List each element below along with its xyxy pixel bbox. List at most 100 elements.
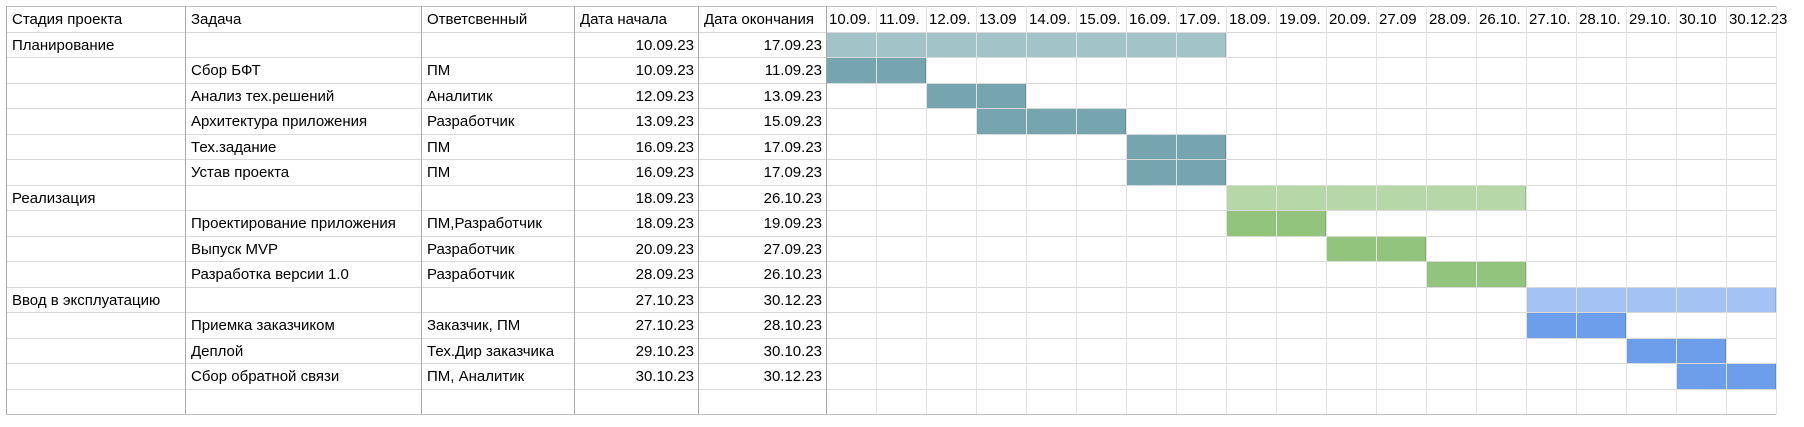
task-cell[interactable]: Разработка версии 1.0: [191, 266, 349, 283]
task-cell[interactable]: Выпуск MVP: [191, 240, 278, 258]
stage-cell[interactable]: [8, 211, 185, 236]
owner-cell[interactable]: Аналитик: [427, 87, 493, 105]
start-date-cell[interactable]: 18.09.23: [635, 215, 694, 232]
start-date-cell[interactable]: 13.09.23: [635, 113, 694, 130]
end-date-cell[interactable]: 17.09.23: [763, 164, 822, 181]
end-date-cell[interactable]: 17.09.23: [763, 36, 822, 54]
stage-cell[interactable]: [8, 313, 185, 338]
header-date[interactable]: 27.10.: [1529, 11, 1571, 28]
header-date[interactable]: 29.10.: [1629, 11, 1671, 28]
task-cell[interactable]: [187, 288, 421, 313]
start-date-cell[interactable]: 29.10.23: [635, 342, 694, 360]
task-cell[interactable]: Архитектура приложения: [191, 113, 368, 130]
header-date[interactable]: 28.09.: [1429, 11, 1471, 28]
task-cell[interactable]: Сбор БФТ: [191, 62, 261, 79]
owner-cell[interactable]: Разработчик: [427, 266, 515, 283]
header-date[interactable]: 15.09.: [1079, 11, 1121, 28]
owner-cell[interactable]: ПМ, Аналитик: [427, 368, 525, 385]
header-date[interactable]: 19.09.: [1279, 11, 1321, 28]
stage-cell[interactable]: [8, 84, 185, 109]
end-date-cell[interactable]: 17.09.23: [763, 138, 822, 156]
end-date-cell[interactable]: 13.09.23: [763, 87, 822, 105]
grid-row-line: [6, 6, 1776, 7]
task-cell[interactable]: Тех.задание: [191, 138, 277, 156]
header-date[interactable]: 12.09.: [929, 11, 971, 28]
stage-cell[interactable]: [8, 364, 185, 389]
start-date-cell[interactable]: 27.10.23: [635, 291, 694, 309]
stage-cell[interactable]: [8, 109, 185, 134]
header-date[interactable]: 30.12.23: [1729, 11, 1788, 28]
owner-cell[interactable]: ПМ,Разработчик: [427, 215, 542, 232]
end-date-cell[interactable]: 28.10.23: [763, 317, 822, 334]
end-date-cell[interactable]: 27.09.23: [763, 240, 822, 258]
owner-cell[interactable]: [423, 390, 574, 415]
header-date[interactable]: 30.10: [1679, 11, 1717, 28]
task-cell[interactable]: [187, 186, 421, 211]
end-date-cell[interactable]: 30.10.23: [763, 342, 822, 360]
stage-cell[interactable]: [8, 135, 185, 160]
header-date[interactable]: 18.09.: [1229, 11, 1271, 28]
header-date[interactable]: 11.09.: [879, 11, 920, 28]
end-date-cell[interactable]: 26.10.23: [763, 189, 822, 207]
start-date-cell[interactable]: 12.09.23: [635, 87, 694, 105]
start-date-cell[interactable]: 20.09.23: [635, 240, 694, 258]
start-date-cell[interactable]: 28.09.23: [635, 266, 694, 283]
header-date[interactable]: 10.09.: [829, 11, 871, 28]
stage-cell[interactable]: [8, 160, 185, 185]
end-date-cell[interactable]: [698, 390, 826, 415]
start-date-cell[interactable]: 30.10.23: [635, 368, 694, 385]
end-date-cell[interactable]: 30.12.23: [763, 368, 822, 385]
task-cell[interactable]: [187, 33, 421, 58]
start-date-cell[interactable]: 16.09.23: [635, 138, 694, 156]
start-date-cell[interactable]: 18.09.23: [635, 189, 694, 207]
stage-cell[interactable]: Реализация: [12, 189, 96, 207]
task-cell[interactable]: [187, 390, 421, 415]
header-date[interactable]: 28.10.: [1579, 11, 1621, 28]
stage-cell[interactable]: Ввод в эксплуатацию: [12, 291, 161, 309]
owner-cell[interactable]: ПМ: [427, 164, 451, 181]
header-date[interactable]: 26.10.: [1479, 11, 1521, 28]
header-owner[interactable]: Ответсвенный: [427, 11, 528, 28]
owner-cell[interactable]: [423, 186, 574, 211]
task-cell[interactable]: Деплой: [191, 342, 244, 360]
owner-cell[interactable]: ПМ: [427, 62, 451, 79]
stage-cell[interactable]: [8, 339, 185, 364]
header-date[interactable]: 27.09: [1379, 11, 1417, 28]
owner-cell[interactable]: [423, 33, 574, 58]
owner-cell[interactable]: Разработчик: [427, 240, 515, 258]
stage-cell[interactable]: [8, 58, 185, 83]
header-task[interactable]: Задача: [191, 11, 242, 28]
owner-cell[interactable]: ПМ: [427, 138, 451, 156]
start-date-cell[interactable]: [574, 390, 698, 415]
end-date-cell[interactable]: 26.10.23: [763, 266, 822, 283]
header-end-date[interactable]: Дата окончания: [704, 11, 815, 28]
owner-cell[interactable]: [423, 288, 574, 313]
task-cell[interactable]: Проектирование приложения: [191, 215, 396, 232]
header-stage[interactable]: Стадия проекта: [12, 11, 123, 28]
end-date-cell[interactable]: 15.09.23: [763, 113, 822, 130]
start-date-cell[interactable]: 27.10.23: [635, 317, 694, 334]
owner-cell[interactable]: Тех.Дир заказчика: [427, 342, 555, 360]
stage-cell[interactable]: [8, 237, 185, 262]
task-cell[interactable]: Устав проекта: [191, 164, 290, 181]
task-cell[interactable]: Приемка заказчиком: [191, 317, 335, 334]
header-date[interactable]: 20.09.: [1329, 11, 1371, 28]
end-date-cell[interactable]: 30.12.23: [763, 291, 822, 309]
task-cell[interactable]: Сбор обратной связи: [191, 368, 340, 385]
stage-cell[interactable]: [8, 390, 185, 415]
end-date-cell[interactable]: 19.09.23: [763, 215, 822, 232]
header-date[interactable]: 13.09: [979, 11, 1017, 28]
owner-cell[interactable]: Заказчик, ПМ: [427, 317, 521, 334]
start-date-cell[interactable]: 16.09.23: [635, 164, 694, 181]
start-date-cell[interactable]: 10.09.23: [635, 62, 694, 79]
header-date[interactable]: 17.09.: [1179, 11, 1221, 28]
stage-cell[interactable]: [8, 262, 185, 287]
header-date[interactable]: 14.09.: [1029, 11, 1071, 28]
owner-cell[interactable]: Разработчик: [427, 113, 515, 130]
header-date[interactable]: 16.09.: [1129, 11, 1171, 28]
task-cell[interactable]: Анализ тех.решений: [191, 87, 335, 105]
end-date-cell[interactable]: 11.09.23: [764, 62, 822, 79]
start-date-cell[interactable]: 10.09.23: [635, 36, 694, 54]
header-start-date[interactable]: Дата начала: [580, 11, 667, 28]
stage-cell[interactable]: Планирование: [12, 36, 115, 54]
